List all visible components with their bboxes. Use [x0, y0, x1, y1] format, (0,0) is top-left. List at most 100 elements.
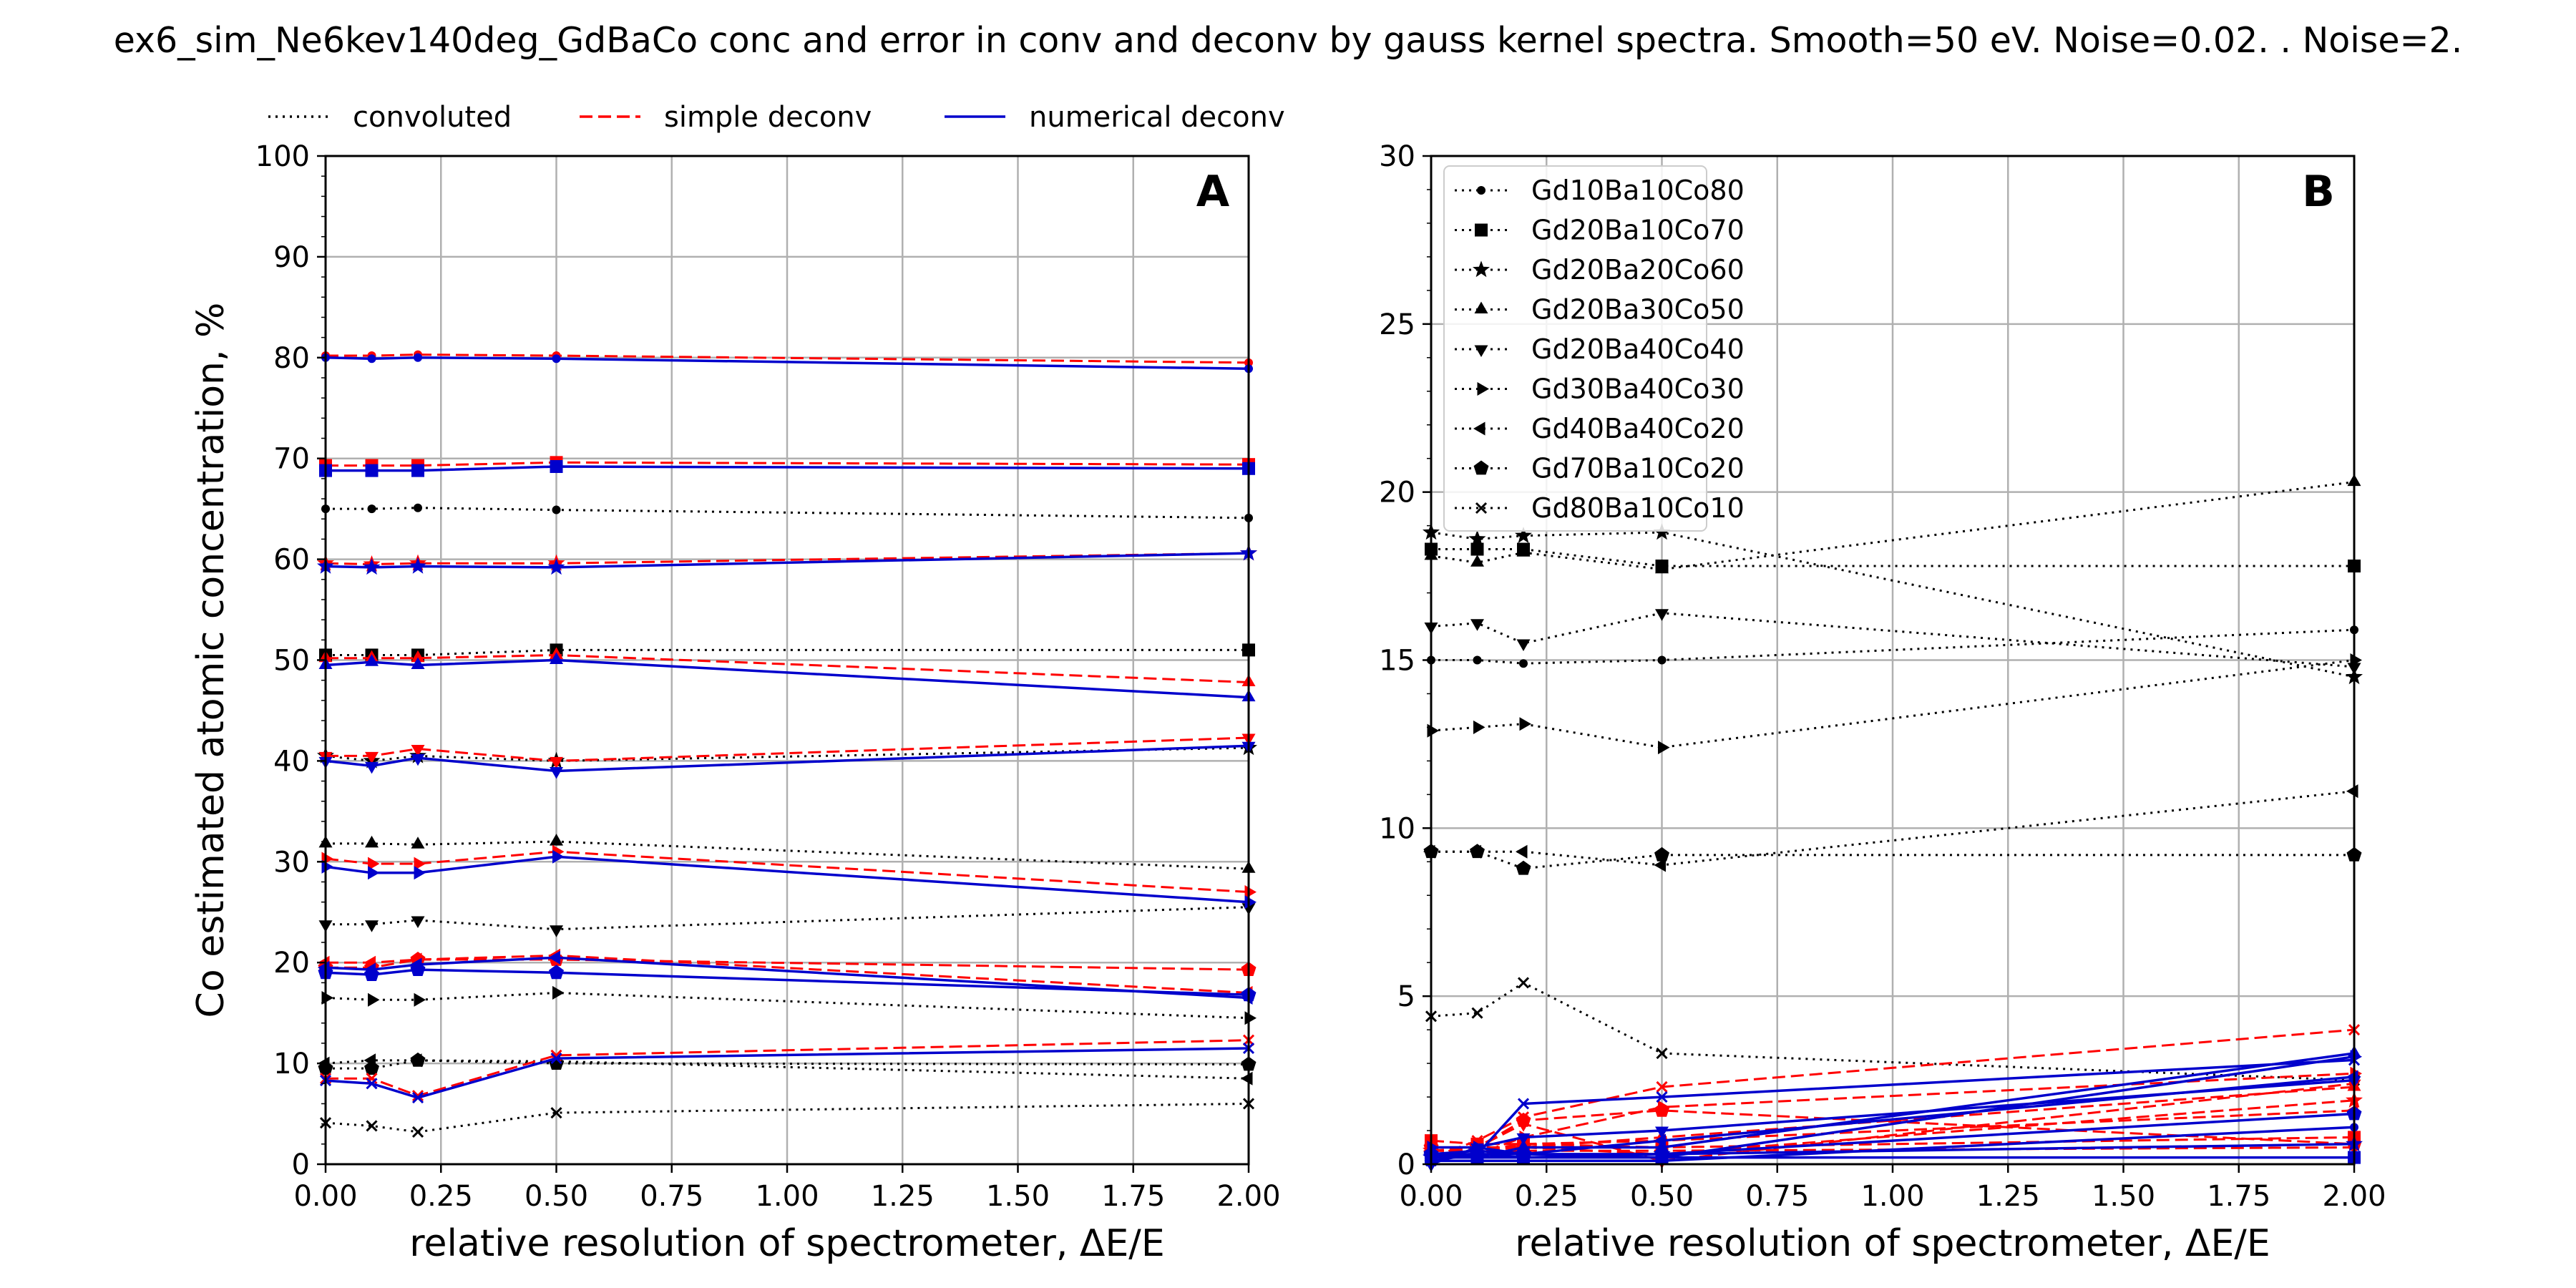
- panel-a-data-point: [365, 920, 379, 932]
- panel-b-data-point-stroke: [1471, 1007, 1483, 1019]
- panel-b-data-point: [1654, 1146, 1669, 1161]
- panel-a-xtick-label: 0.75: [640, 1180, 703, 1213]
- panel-b-xlabel: relative resolution of spectrometer, ΔE/…: [1515, 1222, 2270, 1265]
- legend-label: Gd30Ba40Co30: [1531, 374, 1745, 405]
- panel-b-xtick-label: 0.25: [1515, 1180, 1579, 1213]
- panel-a-series-line: [326, 461, 1249, 467]
- panel-a-data-point: [411, 1126, 424, 1138]
- panel-a-data-point: [365, 751, 379, 764]
- panel-a-data-point: [368, 866, 380, 880]
- panel-a-data-point: [550, 756, 563, 769]
- panel-b-ytick-label: 10: [1379, 812, 1415, 845]
- panel-a-plot: 0.00 0.25 0.50 0.75 1.00 1.25 1.50 1.75 2.00 0 10 2…: [190, 140, 1281, 1265]
- panel-a-data-point: [548, 950, 560, 965]
- legend-label: Gd40Ba40Co20: [1531, 413, 1745, 444]
- legend-item-numerical-deconv: numerical deconv: [945, 101, 1285, 134]
- legend-marker: [1474, 301, 1488, 313]
- panel-a-series-convoluted-x: [319, 1098, 1255, 1138]
- panel-a-ytick-label: 70: [273, 443, 310, 476]
- panel-b-series-line: [1431, 548, 2354, 567]
- panel-a-series-line: [326, 954, 1249, 994]
- panel-b-data-point: [1516, 860, 1531, 875]
- panel-a-series-line: [326, 653, 1249, 683]
- panel-a-data-point-stroke: [550, 1052, 562, 1065]
- legend-label: simple deconv: [664, 101, 872, 134]
- panel-b-plot: 0.00 0.25 0.50 0.75 1.00 1.25 1.50 1.75 2.00 0 5 10…: [1379, 140, 2386, 1265]
- panel-b-data-point: [1470, 619, 1484, 631]
- panel-a-data-point: [366, 1078, 378, 1090]
- panel-a-data-point-stroke: [366, 1078, 378, 1090]
- panel-a-series-line: [326, 906, 1249, 931]
- panel-b-data-point-stroke: [1656, 1080, 1668, 1093]
- panel-a-data-point: [552, 849, 565, 864]
- panel-a-data-point: [409, 557, 426, 574]
- panel-b-data-point-stroke: [1517, 977, 1530, 989]
- panel-b-data-point: [1516, 1149, 1531, 1164]
- panel-a-series-numerical-deconv-square: [319, 459, 1255, 477]
- panel-b-data-point: [1656, 1080, 1668, 1093]
- panel-a-xtick-label: 0.00: [293, 1180, 357, 1213]
- panel-a-data-point: [368, 992, 380, 1007]
- panel-a-ytick-label: 100: [255, 140, 310, 173]
- panel-a-series-line: [326, 958, 1249, 971]
- legend-item-Gd20Ba10Co70: Gd20Ba10Co70: [1455, 215, 1745, 246]
- panel-b-series-line: [1430, 659, 2355, 749]
- legend-label: numerical deconv: [1029, 101, 1285, 134]
- panel-a-data-point-stroke: [411, 1091, 424, 1104]
- legend-item-Gd30Ba40Co30: Gd30Ba40Co30: [1455, 374, 1745, 405]
- panel-b-data-point: [1517, 977, 1530, 989]
- panel-b-series-convoluted-triangle-right: [1427, 653, 2362, 755]
- panel-b-ytick-label: 30: [1379, 140, 1415, 173]
- panel-a-data-point-stroke: [366, 1120, 378, 1132]
- panel-b-xtick-label: 0.75: [1745, 1180, 1809, 1213]
- panel-b-data-point: [1471, 1148, 1483, 1160]
- panel-a-data-point: [365, 761, 379, 774]
- panel-b-data-point: [1654, 858, 1666, 872]
- panel-b-data-point: [1655, 609, 1669, 621]
- panel-a-ytick-label: 50: [273, 645, 310, 678]
- legend-methods: convoluted simple deconv numerical deconv: [268, 101, 1285, 134]
- panel-b-data-point: [1519, 717, 1531, 731]
- panel-a-data-point: [411, 464, 424, 477]
- panel-b-ytick-label: 25: [1379, 308, 1415, 341]
- panel-a-data-point: [414, 353, 422, 362]
- panel-a-data-point: [411, 657, 425, 669]
- panel-a-data-point: [411, 745, 425, 757]
- panel-b-series-line: [1431, 628, 2355, 665]
- panel-b-data-point-stroke: [1517, 1098, 1530, 1110]
- panel-a-data-point: [552, 354, 561, 364]
- panel-a-xtick-label: 1.75: [1101, 1180, 1165, 1213]
- panel-a-series-line: [326, 353, 1249, 364]
- panel-b-ytick-label: 0: [1397, 1148, 1415, 1181]
- panel-a-data-point: [411, 836, 425, 849]
- panel-b-data-point-stroke: [1656, 1091, 1668, 1103]
- panel-b-xtick-label: 0.50: [1630, 1180, 1694, 1213]
- panel-b-data-point: [1427, 723, 1439, 738]
- panel-a-data-point: [414, 866, 426, 880]
- panel-a-data-point: [547, 558, 565, 575]
- legend-item-Gd20Ba30Co50: Gd20Ba30Co50: [1455, 294, 1745, 326]
- panel-b-xtick-label: 1.50: [2092, 1180, 2155, 1213]
- panel-b-data-point: [1470, 555, 1484, 567]
- legend-marker: [1477, 382, 1489, 396]
- panel-a-data-point: [550, 1107, 562, 1119]
- panel-a-series-line: [326, 648, 1249, 656]
- panel-a-xlabel: relative resolution of spectrometer, ΔE/…: [409, 1222, 1164, 1265]
- panel-a-data-point: [411, 753, 425, 766]
- legend-label: convoluted: [353, 101, 512, 134]
- legend-compositions: Gd10Ba10Co80 Gd20Ba10Co70 Gd20Ba20Co60 Gd20…: [1443, 165, 1745, 532]
- panel-b-data-point: [1515, 527, 1532, 543]
- legend-label: Gd20Ba30Co50: [1531, 294, 1745, 326]
- panel-b-data-point: [1657, 655, 1667, 665]
- panel-a-data-point: [550, 652, 563, 664]
- legend-marker-stroke: [1475, 502, 1488, 514]
- panel-b-series-line: [1430, 531, 2355, 678]
- panel-a-data-point: [411, 650, 425, 663]
- panel-a-data-point: [414, 992, 426, 1007]
- panel-a-data-point: [552, 505, 561, 514]
- panel-a-data-point: [550, 1052, 562, 1065]
- panel-b-data-point: [1473, 655, 1482, 665]
- panel-b-data-point: [1654, 1102, 1669, 1117]
- panel-a-data-point: [550, 925, 563, 937]
- legend-marker: [1473, 260, 1490, 278]
